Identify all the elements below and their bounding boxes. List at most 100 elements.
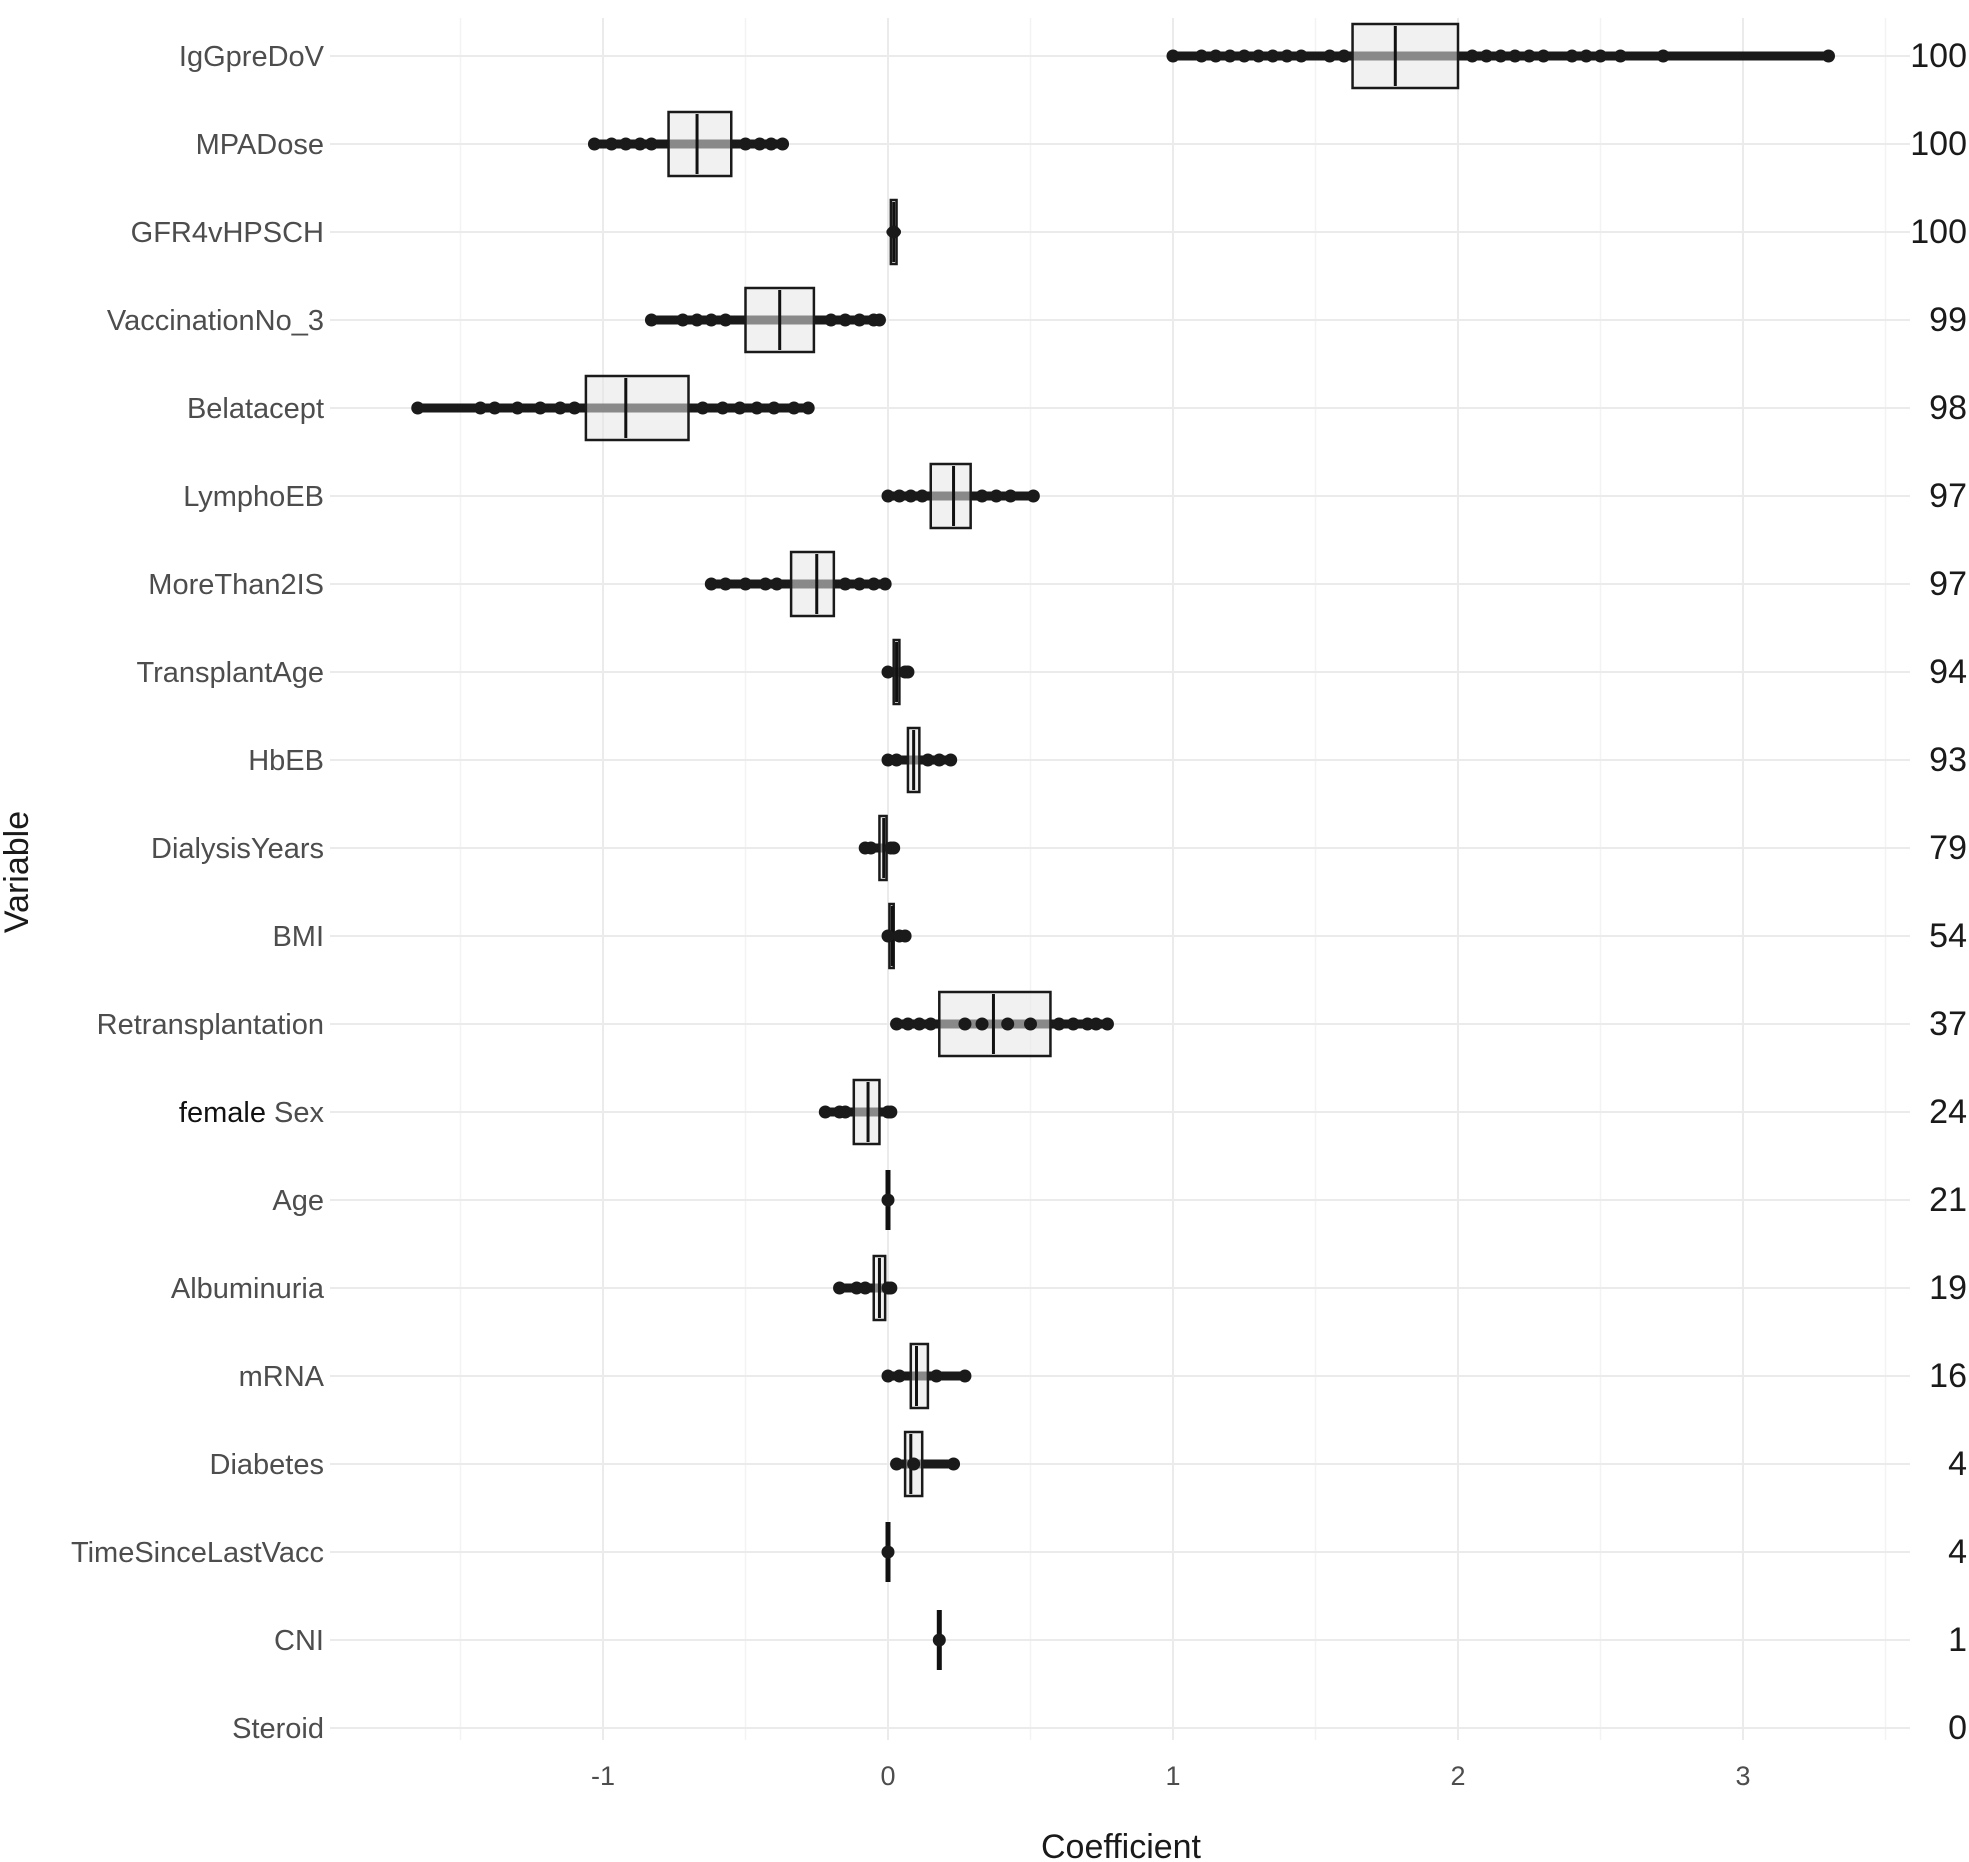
data-point [901,1017,915,1031]
y-label-iggpredov: IgGpreDoV [179,41,325,73]
y-label-female-sex: female Sex [179,1097,325,1129]
data-point [696,401,710,415]
count-label: 1 [1948,1621,1967,1659]
data-point [1656,49,1670,63]
data-point [733,401,747,415]
y-label-timesincelastvacc: TimeSinceLastVacc [71,1537,324,1569]
count-label: 100 [1910,213,1967,251]
data-point [890,1457,904,1471]
row-morethan2is [704,550,892,618]
data-point [1223,49,1237,63]
iqr-box [584,374,690,442]
data-point [1100,1017,1114,1031]
x-tick-label: 0 [880,1761,895,1791]
data-point [924,1017,938,1031]
data-point [887,225,901,239]
data-point [1089,1017,1103,1031]
data-point [884,1105,898,1119]
count-label: 99 [1929,301,1967,339]
row-transplantage [881,638,915,706]
count-label: 16 [1929,1357,1967,1395]
iqr-box [909,1342,930,1410]
data-point [947,1457,961,1471]
data-point [833,1281,847,1295]
data-point [1209,49,1223,63]
data-point [975,489,989,503]
row-female-sex [818,1078,898,1146]
data-point [881,1193,895,1207]
data-point [881,1545,895,1559]
data-point [767,401,781,415]
row-belatacept [411,374,815,442]
data-point [907,1457,921,1471]
data-point [881,665,895,679]
count-label: 100 [1910,125,1967,163]
y-label-age: Age [272,1185,324,1217]
data-point [764,137,778,151]
row-dialysisyears [858,814,901,882]
row-lymphoeb [881,462,1040,530]
data-point [605,137,619,151]
data-point [1537,49,1550,63]
count-label: 97 [1929,477,1967,515]
row-age [881,1170,895,1230]
data-point [921,753,935,767]
data-point [753,137,767,151]
data-point [878,577,892,591]
data-point [787,401,801,415]
y-label-transplantage: TransplantAge [136,657,324,689]
x-axis-ticks: -1 0 1 2 3 [591,1761,1751,1791]
data-point [1052,1017,1066,1031]
data-point [1508,49,1522,63]
data-point [1337,49,1351,63]
data-point [892,1369,906,1383]
data-point [568,401,581,415]
data-point [1522,49,1536,63]
data-point [881,489,895,503]
data-point [1166,49,1180,63]
data-point [867,577,881,591]
data-point [958,1369,972,1383]
y-label-diabetes: Diabetes [210,1449,324,1481]
data-point [801,401,815,415]
y-axis-title: Variable [0,811,36,933]
data-point [776,137,790,151]
data-point [932,1633,946,1647]
count-label: 4 [1948,1533,1967,1571]
y-label-mpadose: MPADose [196,129,324,161]
count-label: 98 [1929,389,1967,427]
row-mpadose [587,110,790,178]
y-label-cni: CNI [274,1625,324,1657]
data-point [739,137,752,151]
y-label-retransplantation: Retransplantation [97,1009,324,1041]
count-label: 94 [1929,653,1967,691]
count-label: 93 [1929,741,1967,779]
data-point [533,401,547,415]
count-label: 0 [1948,1709,1967,1747]
data-point [1252,49,1265,63]
data-point [587,137,601,151]
y-label-lymphoeb: LymphoEB [183,481,324,513]
y-label-belatacept: Belatacept [187,393,324,425]
row-mrna [881,1342,972,1410]
data-point [1280,49,1294,63]
data-point [1822,49,1835,63]
data-point [633,137,647,151]
count-labels: 100 100 100 99 98 97 97 94 93 79 54 37 24 21 19 16 4 4 1 0 [1910,37,1967,1747]
data-point [739,577,752,591]
y-label-emphasis: female [179,1097,266,1129]
data-point [411,401,425,415]
data-point [1026,489,1040,503]
row-timesincelastvacc [881,1522,895,1582]
data-point [690,313,704,327]
data-point [770,577,784,591]
row-retransplantation [890,990,1114,1058]
data-point [898,929,912,943]
data-point [1266,49,1280,63]
row-iggpredov [1166,22,1835,90]
y-label-morethan2is: MoreThan2IS [148,569,324,601]
row-diabetes [890,1430,961,1498]
data-point [704,577,718,591]
count-label: 79 [1929,829,1967,867]
